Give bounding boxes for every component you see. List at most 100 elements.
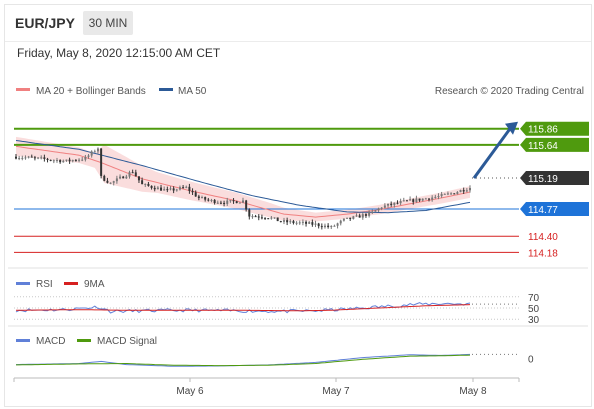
candle-body: [43, 157, 46, 159]
pivot-label: 114.77: [528, 205, 558, 216]
candle-body: [87, 155, 90, 157]
resistance-label-bg: [520, 121, 589, 136]
candle-body: [459, 190, 462, 193]
candle-body: [49, 159, 52, 161]
candle-body: [336, 223, 339, 226]
rsi-tick-label: 70: [528, 293, 540, 304]
projection-arrow-head: [505, 121, 518, 135]
candle-body: [317, 223, 320, 227]
ma50-legend-swatch: [159, 88, 173, 91]
candle-body: [55, 160, 58, 162]
candle-body: [349, 217, 352, 219]
support-label: 114.40: [528, 232, 558, 243]
candle-body: [443, 193, 446, 195]
candle-body: [393, 202, 396, 205]
candle-body: [182, 187, 185, 189]
candle-body: [81, 159, 84, 161]
candle-body: [21, 157, 24, 159]
candle-body: [27, 156, 30, 158]
candle-body: [311, 222, 314, 225]
resistance-label-bg: [520, 137, 589, 152]
candle-body: [342, 218, 345, 221]
candle-body: [197, 196, 200, 198]
candle-body: [405, 200, 408, 202]
candle-body: [437, 196, 440, 198]
pivot-label-bg: [520, 201, 589, 216]
candle-body: [169, 188, 172, 190]
candle-body: [358, 215, 361, 218]
timeframe-badge[interactable]: 30 MIN: [83, 11, 133, 35]
candle-body: [238, 202, 241, 204]
candle-body: [421, 198, 424, 201]
candle-body: [40, 157, 43, 159]
candle-body: [282, 220, 285, 222]
resistance-label: 115.64: [528, 141, 558, 152]
rsi-ma-line: [16, 304, 471, 312]
support-label: 114.18: [528, 248, 558, 259]
candle-body: [396, 202, 399, 204]
candle-body: [415, 198, 418, 202]
chart-datetime: Friday, May 8, 2020 12:15:00 AM CET: [17, 46, 221, 60]
x-axis-label: May 6: [176, 386, 204, 397]
candle-body: [109, 182, 112, 184]
candle-body: [248, 209, 251, 217]
candle-body: [144, 183, 147, 185]
macd-legend-swatch: [16, 339, 30, 342]
macd-signal-legend-swatch: [77, 339, 91, 342]
candle-body: [251, 216, 254, 218]
candle-body: [119, 176, 122, 179]
candle-body: [191, 190, 194, 193]
chart-header: EUR/JPY 30 MIN: [5, 5, 591, 42]
candle-body: [163, 189, 166, 191]
candle-body: [301, 221, 304, 223]
candle-body: [137, 176, 140, 181]
candle-body: [229, 200, 232, 202]
candle-body: [59, 160, 62, 163]
candle-body: [440, 194, 443, 197]
candle-body: [71, 160, 74, 162]
candle-body: [115, 178, 118, 182]
candle-body: [292, 221, 295, 224]
candle-body: [131, 172, 134, 174]
candle-body: [65, 159, 68, 161]
candle-body: [289, 221, 292, 223]
candle-body: [377, 208, 380, 211]
candle-body: [374, 210, 377, 212]
candle-body: [37, 157, 40, 159]
candle-body: [260, 217, 263, 219]
candle-body: [428, 198, 431, 200]
candle-body: [30, 156, 33, 158]
bollinger-legend-swatch: [16, 88, 30, 91]
candle-body: [125, 176, 128, 179]
candle-body: [84, 156, 87, 160]
current-label-bg: [520, 171, 589, 186]
candle-body: [412, 199, 415, 202]
candle-body: [399, 201, 402, 204]
candle-body: [156, 187, 159, 190]
candle-body: [434, 196, 437, 198]
current-label: 115.19: [528, 174, 558, 185]
rsi-ma-legend-swatch: [64, 282, 78, 285]
candle-body: [264, 217, 267, 219]
candle-body: [24, 157, 27, 159]
candle-body: [462, 190, 465, 192]
candle-body: [194, 192, 197, 197]
x-axis-label: May 8: [459, 386, 487, 397]
candle-body: [450, 193, 453, 195]
candle-body: [286, 220, 289, 223]
candle-body: [232, 200, 235, 202]
candle-body: [431, 197, 434, 200]
candle-body: [160, 187, 163, 191]
candle-body: [219, 202, 222, 204]
candle-body: [446, 193, 449, 195]
candle-body: [147, 183, 150, 186]
candle-body: [150, 185, 153, 188]
currency-pair: EUR/JPY: [15, 15, 75, 31]
candle-body: [18, 158, 21, 160]
candle-body: [103, 175, 106, 181]
macd-signal-line: [16, 354, 471, 367]
candle-body: [364, 214, 367, 216]
candle-body: [257, 216, 260, 218]
candle-body: [188, 186, 191, 191]
candle-body: [226, 200, 229, 204]
